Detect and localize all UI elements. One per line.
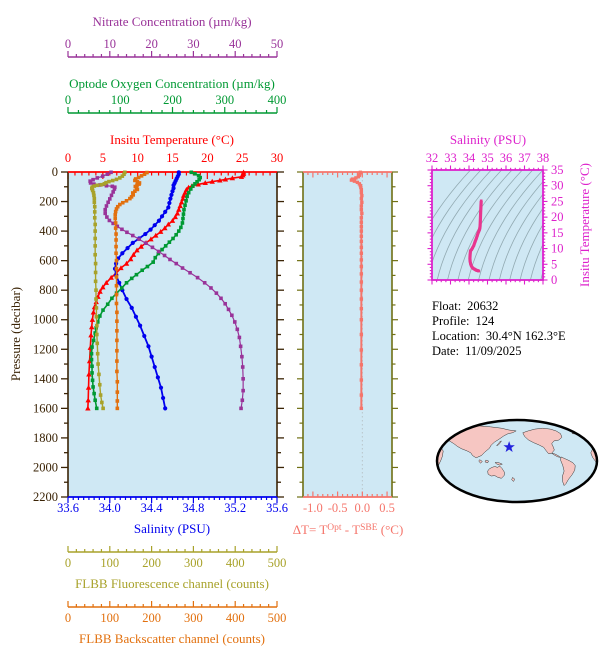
temperature-profile-series (85, 169, 247, 411)
svg-text:0: 0 (65, 93, 71, 107)
svg-text:0.0: 0.0 (355, 501, 371, 515)
svg-text:30: 30 (187, 37, 200, 51)
world-map (435, 418, 599, 504)
nitrate-axis: 0 10 20 30 40 50 (65, 37, 284, 58)
svg-text:100: 100 (100, 611, 119, 625)
svg-text:1000: 1000 (33, 313, 58, 327)
svg-text:0: 0 (52, 165, 58, 179)
delta-t-series (349, 170, 364, 411)
ts-salinity-title: Salinity (PSU) (449, 132, 527, 147)
nitrate-axis-title: Nitrate Concentration (µm/kg) (92, 14, 252, 29)
svg-text:400: 400 (39, 224, 58, 238)
svg-text:500: 500 (268, 611, 287, 625)
location-row: Location: 30.4°N 162.3°E (432, 329, 566, 343)
svg-text:0: 0 (65, 151, 71, 165)
svg-text:0: 0 (65, 611, 71, 625)
salinity-axis-title: Salinity (PSU) (133, 521, 211, 536)
svg-text:2000: 2000 (33, 460, 58, 474)
svg-text:33: 33 (444, 151, 457, 165)
svg-text:0: 0 (65, 556, 71, 570)
svg-text:15: 15 (551, 226, 564, 240)
svg-text:30: 30 (271, 151, 284, 165)
svg-text:20: 20 (201, 151, 214, 165)
svg-text:40: 40 (229, 37, 242, 51)
pressure-axis-title: Pressure (decibar) (8, 286, 23, 382)
svg-text:30: 30 (551, 179, 564, 193)
fluorescence-axis: 0 100 200 300 400 500 (65, 546, 287, 570)
svg-text:34.4: 34.4 (141, 501, 164, 515)
svg-text:1800: 1800 (33, 431, 58, 445)
svg-text:5: 5 (100, 151, 106, 165)
svg-text:400: 400 (226, 556, 245, 570)
float-info-block: Float: 20632 Profile: 124 Location: 30.4°N … (432, 299, 566, 359)
svg-text:200: 200 (142, 611, 161, 625)
svg-text:5: 5 (551, 257, 557, 271)
svg-text:10: 10 (104, 37, 117, 51)
ts-curve (468, 199, 483, 273)
svg-text:400: 400 (226, 611, 245, 625)
delta-t-plot: -1.0 -0.5 0.0 0.5 (297, 170, 398, 515)
float-id-row: Float: 20632 (432, 299, 499, 313)
svg-text:2200: 2200 (33, 490, 58, 504)
svg-text:0: 0 (551, 273, 557, 287)
temperature-axis-title: Insitu Temperature (°C) (110, 132, 234, 147)
svg-text:1200: 1200 (33, 342, 58, 356)
svg-text:0.5: 0.5 (379, 501, 395, 515)
svg-text:34: 34 (463, 151, 476, 165)
delta-t-axis-title: ΔT= TOpt - TSBE (°C) (292, 522, 404, 537)
oxygen-axis-title: Optode Oxygen Concentration (µm/kg) (69, 76, 275, 91)
svg-text:0: 0 (65, 37, 71, 51)
svg-text:200: 200 (39, 195, 58, 209)
svg-text:10: 10 (551, 242, 564, 256)
svg-text:300: 300 (215, 93, 234, 107)
backscatter-axis-title: FLBB Backscatter channel (counts) (79, 631, 265, 646)
svg-text:800: 800 (39, 283, 58, 297)
salinity-profile-series (112, 170, 181, 411)
svg-text:50: 50 (271, 37, 284, 51)
oxygen-axis: 0 100 200 300 400 (65, 93, 287, 114)
profile-number-row: Profile: 124 (432, 314, 495, 328)
svg-text:600: 600 (39, 254, 58, 268)
svg-text:-0.5: -0.5 (328, 501, 348, 515)
svg-text:38: 38 (537, 151, 550, 165)
svg-text:35.2: 35.2 (224, 501, 246, 515)
svg-text:35: 35 (481, 151, 494, 165)
svg-text:36: 36 (500, 151, 513, 165)
svg-text:1600: 1600 (33, 401, 58, 415)
svg-text:25: 25 (551, 194, 564, 208)
svg-text:35.6: 35.6 (266, 501, 288, 515)
svg-text:34.8: 34.8 (182, 501, 204, 515)
svg-text:34.0: 34.0 (99, 501, 121, 515)
svg-text:100: 100 (111, 93, 130, 107)
svg-text:500: 500 (268, 556, 287, 570)
svg-text:1400: 1400 (33, 372, 58, 386)
svg-text:20: 20 (145, 37, 158, 51)
svg-text:300: 300 (184, 611, 203, 625)
date-row: Date: 11/09/2025 (432, 344, 522, 358)
main-plot: 0200400600800100012001400160018002000220… (33, 151, 288, 515)
backscatter-axis: 0 100 200 300 400 500 (65, 601, 287, 625)
svg-text:15: 15 (166, 151, 179, 165)
svg-text:400: 400 (268, 93, 287, 107)
svg-text:37: 37 (518, 151, 531, 165)
svg-text:300: 300 (184, 556, 203, 570)
svg-text:100: 100 (100, 556, 119, 570)
svg-text:25: 25 (236, 151, 249, 165)
svg-text:20: 20 (551, 210, 564, 224)
fluorescence-profile-series (90, 170, 127, 411)
fluorescence-axis-title: FLBB Fluorescence channel (counts) (75, 576, 269, 591)
svg-text:33.6: 33.6 (57, 501, 79, 515)
svg-text:-1.0: -1.0 (303, 501, 323, 515)
svg-text:200: 200 (142, 556, 161, 570)
svg-text:200: 200 (163, 93, 182, 107)
svg-text:10: 10 (131, 151, 144, 165)
svg-text:32: 32 (426, 151, 439, 165)
ts-temperature-title: Insitu Temperature (°C) (577, 163, 592, 287)
float-location-star (503, 441, 515, 453)
svg-text:35: 35 (551, 163, 564, 177)
backscatter-profile-series (113, 170, 149, 411)
